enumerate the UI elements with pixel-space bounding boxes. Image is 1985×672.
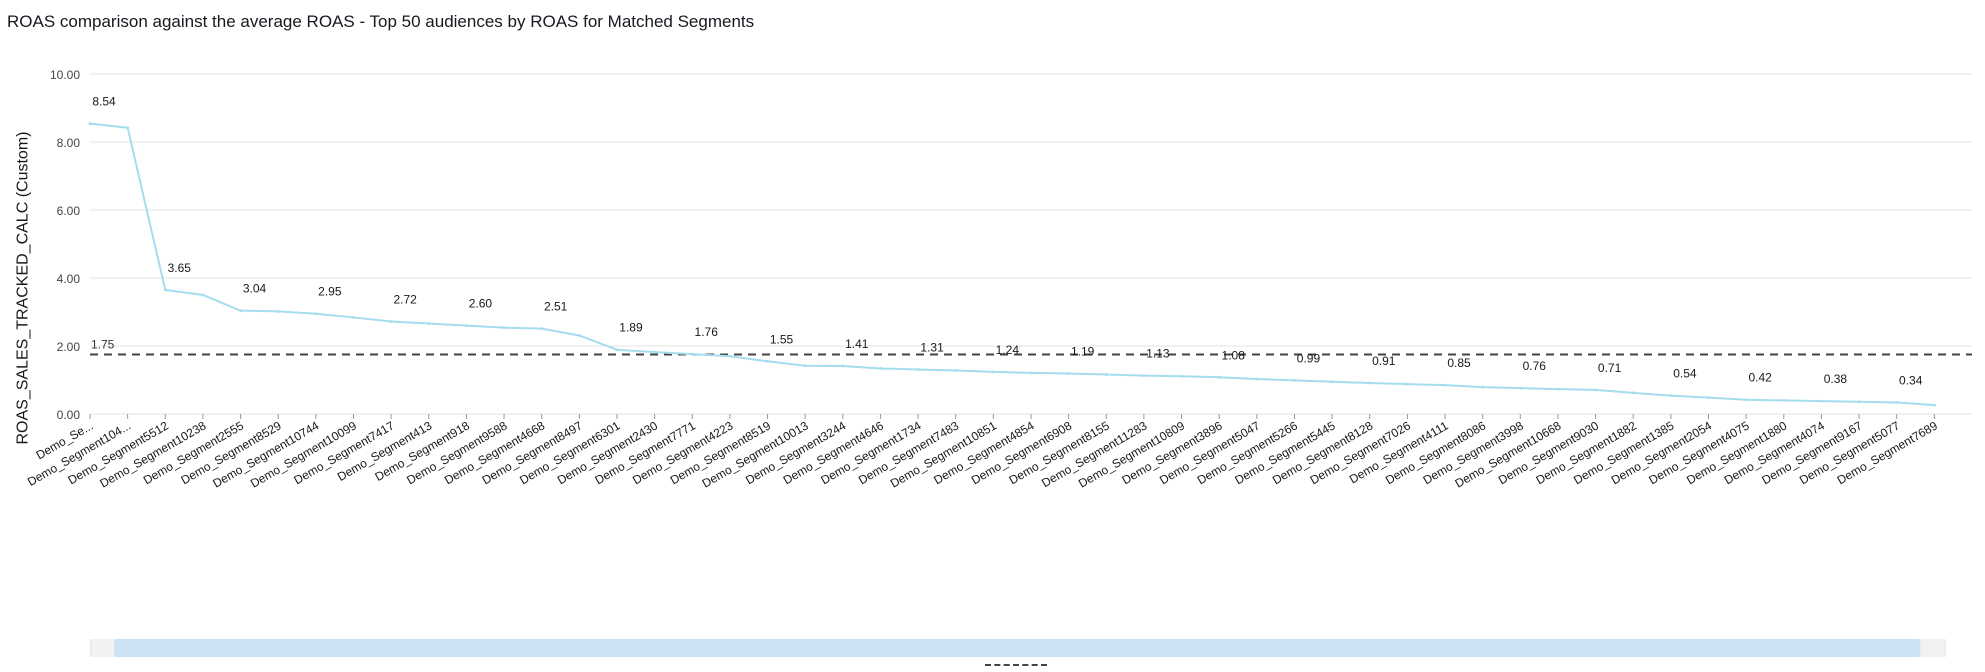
data-label: 0.76	[1523, 359, 1547, 373]
grid-layer: 10.00 8.00 6.00 4.00 2.00 0.00	[50, 68, 1972, 422]
data-point	[728, 354, 732, 358]
data-point	[126, 126, 130, 130]
data-point	[502, 326, 506, 330]
data-point	[1518, 386, 1522, 390]
data-label: 0.99	[1297, 351, 1321, 365]
data-point	[1142, 374, 1146, 378]
scroll-handle-left[interactable]	[92, 639, 114, 657]
data-point	[1707, 396, 1711, 400]
chart-title: ROAS comparison against the average ROAS…	[7, 12, 755, 31]
average-reference-label: 1.75	[91, 338, 115, 352]
data-label: 1.76	[695, 325, 719, 339]
data-label: 1.08	[1222, 348, 1246, 362]
data-label: 2.60	[469, 297, 493, 311]
data-point	[314, 312, 318, 316]
data-point	[991, 370, 995, 374]
data-point	[1217, 375, 1221, 379]
y-tick-label: 10.00	[50, 68, 80, 82]
data-point	[1104, 373, 1108, 377]
data-label: 0.71	[1598, 361, 1622, 375]
data-point	[1594, 388, 1598, 392]
data-point	[1067, 372, 1071, 376]
data-point	[766, 359, 770, 363]
scroll-handle-right[interactable]	[1922, 639, 1944, 657]
data-point	[1481, 385, 1485, 389]
data-label: 0.42	[1748, 371, 1772, 385]
data-label: 1.24	[996, 343, 1020, 357]
data-point	[351, 315, 355, 319]
y-tick-label: 8.00	[57, 136, 81, 150]
data-point	[1744, 398, 1748, 402]
data-point	[841, 364, 845, 368]
y-axis-label: ROAS_SALES_TRACKED_CALC (Custom)	[14, 131, 32, 445]
data-label: 8.54	[92, 95, 116, 109]
data-point	[1782, 398, 1786, 402]
data-point	[239, 309, 243, 313]
data-point	[1556, 387, 1560, 391]
data-point	[1180, 374, 1184, 378]
data-label: 1.19	[1071, 345, 1095, 359]
data-label: 0.38	[1824, 372, 1848, 386]
data-label: 0.34	[1899, 373, 1923, 387]
data-label: 3.04	[243, 282, 267, 296]
data-point	[1857, 400, 1861, 404]
data-point	[577, 333, 581, 337]
chart-scrollbar-thumb[interactable]	[114, 639, 1920, 657]
data-point	[1932, 403, 1936, 407]
data-point	[690, 352, 694, 356]
data-point	[803, 364, 807, 368]
data-point	[88, 122, 92, 126]
data-point	[464, 324, 468, 328]
data-point	[276, 309, 280, 313]
data-point	[878, 366, 882, 370]
legend-reference-line	[985, 664, 1047, 666]
data-point	[1405, 382, 1409, 386]
data-label: 0.85	[1447, 356, 1471, 370]
data-point	[1895, 400, 1899, 404]
data-point	[1443, 383, 1447, 387]
data-point	[615, 348, 619, 352]
data-point	[1029, 371, 1033, 375]
data-point	[1368, 381, 1372, 385]
data-point	[427, 322, 431, 326]
data-label: 0.54	[1673, 367, 1697, 381]
y-tick-label: 2.00	[57, 340, 81, 354]
data-point	[653, 350, 657, 354]
data-point	[1330, 380, 1334, 384]
data-label: 3.65	[168, 261, 192, 275]
data-label-layer: 8.54 3.65 3.04 2.95 2.72 2.60 2.51 1.89 1.76 1.55…	[92, 95, 1922, 388]
data-label: 1.55	[770, 332, 794, 346]
y-tick-label: 4.00	[57, 272, 81, 286]
data-point	[1255, 377, 1259, 381]
reference-layer: 1.75	[90, 338, 1972, 356]
y-axis-label-wrap: ROAS_SALES_TRACKED_CALC (Custom)	[8, 48, 38, 528]
data-label: 1.89	[619, 321, 643, 335]
data-point	[916, 367, 920, 371]
data-label: 1.13	[1146, 347, 1170, 361]
data-label: 2.51	[544, 300, 568, 314]
data-label: 0.91	[1372, 354, 1396, 368]
data-point	[1292, 378, 1296, 382]
data-point	[163, 288, 167, 292]
y-tick-label: 0.00	[57, 408, 81, 422]
data-point	[540, 327, 544, 331]
series-layer	[88, 122, 1936, 407]
data-point	[389, 320, 393, 324]
data-point	[1819, 399, 1823, 403]
data-label: 2.72	[393, 293, 417, 307]
data-label: 2.95	[318, 285, 342, 299]
data-point	[954, 368, 958, 372]
series-line	[89, 122, 1935, 407]
data-point	[201, 293, 205, 297]
data-point	[1669, 394, 1673, 398]
data-label: 1.31	[920, 340, 944, 354]
x-tick-layer: Demo_Se...Demo_Segment104...Demo_Segment…	[25, 414, 1940, 491]
data-label: 1.41	[845, 337, 869, 351]
data-point	[1631, 391, 1635, 395]
y-tick-label: 6.00	[57, 204, 81, 218]
